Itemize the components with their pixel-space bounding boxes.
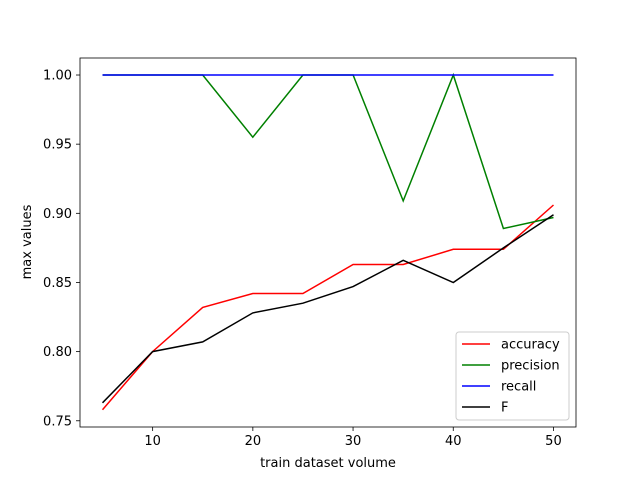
x-tick-label: 50 xyxy=(545,434,562,449)
x-tick-label: 30 xyxy=(345,434,362,449)
legend: accuracy precision recall F xyxy=(455,331,570,421)
legend-label-f: F xyxy=(501,401,508,416)
series-line-accuracy xyxy=(101,204,554,411)
y-tick-label: 0.80 xyxy=(43,345,72,360)
x-axis-label: train dataset volume xyxy=(260,456,396,471)
y-axis-label: max values xyxy=(20,204,35,279)
y-tick-label: 0.85 xyxy=(43,276,72,291)
plot-frame xyxy=(79,57,577,428)
series-line-precision xyxy=(102,72,554,230)
series-layer xyxy=(101,72,554,411)
x-axis-ticks: 10 20 30 40 50 xyxy=(144,427,562,449)
x-tick-label: 20 xyxy=(245,434,262,449)
legend-label-precision: precision xyxy=(501,359,560,374)
y-tick-label: 0.75 xyxy=(43,414,72,429)
series-line-f xyxy=(101,214,554,404)
x-tick-label: 10 xyxy=(144,434,161,449)
y-tick-label: 0.95 xyxy=(43,138,72,153)
y-axis-ticks: 0.75 0.80 0.85 0.90 0.95 1.00 xyxy=(43,69,80,429)
legend-label-accuracy: accuracy xyxy=(501,338,560,353)
y-tick-label: 1.00 xyxy=(43,69,72,84)
x-tick-label: 40 xyxy=(445,434,462,449)
legend-label-recall: recall xyxy=(501,380,536,395)
legend-box xyxy=(455,331,570,421)
y-tick-label: 0.90 xyxy=(43,207,72,222)
